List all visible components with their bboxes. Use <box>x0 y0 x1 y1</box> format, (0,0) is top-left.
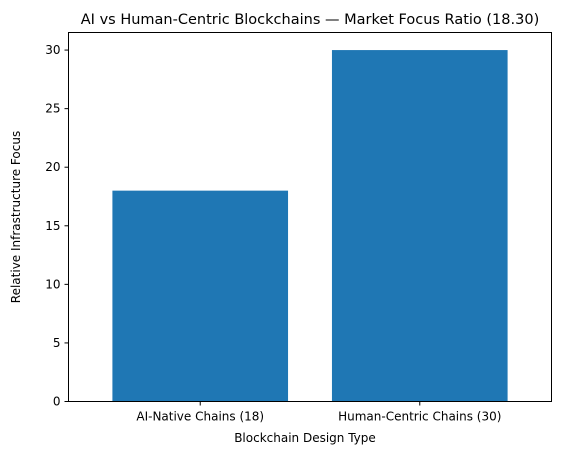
x-axis-label: Blockchain Design Type <box>234 431 376 445</box>
chart-title: AI vs Human-Centric Blockchains — Market… <box>81 12 539 28</box>
y-tick-label-1: 5 <box>53 336 61 350</box>
x-tick-label-0: AI-Native Chains (18) <box>136 410 264 424</box>
y-tick-label-2: 10 <box>45 277 60 291</box>
y-tick-label-4: 20 <box>45 160 60 174</box>
bar-1 <box>331 50 508 402</box>
y-tick-label-0: 0 <box>53 395 61 409</box>
y-tick-label-6: 30 <box>45 43 60 57</box>
y-tick-label-3: 15 <box>45 219 60 233</box>
x-axis: AI-Native Chains (18) Human-Centric Chain… <box>136 401 501 424</box>
y-tick-label-5: 25 <box>45 102 60 116</box>
y-axis-label: Relative Infrastructure Focus <box>9 131 23 303</box>
plot-frame <box>68 32 552 402</box>
bar-0 <box>112 190 289 402</box>
x-tick-label-1: Human-Centric Chains (30) <box>338 410 501 424</box>
bars-group <box>112 50 508 402</box>
y-axis: 0 5 10 15 20 25 30 <box>45 43 69 409</box>
